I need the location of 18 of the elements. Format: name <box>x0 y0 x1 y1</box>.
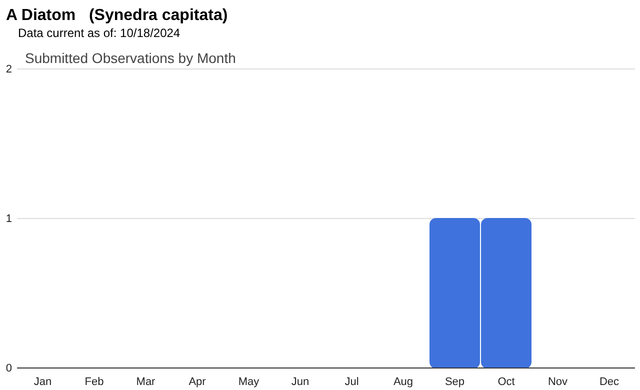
y-tick-label: 0 <box>6 362 12 375</box>
x-tick-label: Apr <box>188 376 206 388</box>
x-tick-label: Mar <box>136 376 156 388</box>
x-tick-label: Dec <box>599 376 620 388</box>
x-tick-label: Sep <box>444 376 465 388</box>
x-tick-label: May <box>238 376 260 388</box>
x-tick-label: Jun <box>291 376 310 388</box>
x-tick-label: Aug <box>393 376 414 388</box>
x-tick-label: Jan <box>34 376 52 388</box>
x-tick-label: Feb <box>84 376 104 388</box>
chart-subtitle: Data current as of: 10/18/2024 <box>18 26 180 40</box>
y-tick-label: 1 <box>6 213 12 226</box>
x-tick-label: Jul <box>344 376 359 388</box>
x-tick-label: Oct <box>498 376 515 388</box>
chart-title: A Diatom (Synedra capitata) <box>6 7 228 24</box>
x-tick-label: Nov <box>548 376 568 388</box>
text: Submitted Observations by Month <box>25 50 236 66</box>
y-tick-label: 2 <box>6 64 12 76</box>
